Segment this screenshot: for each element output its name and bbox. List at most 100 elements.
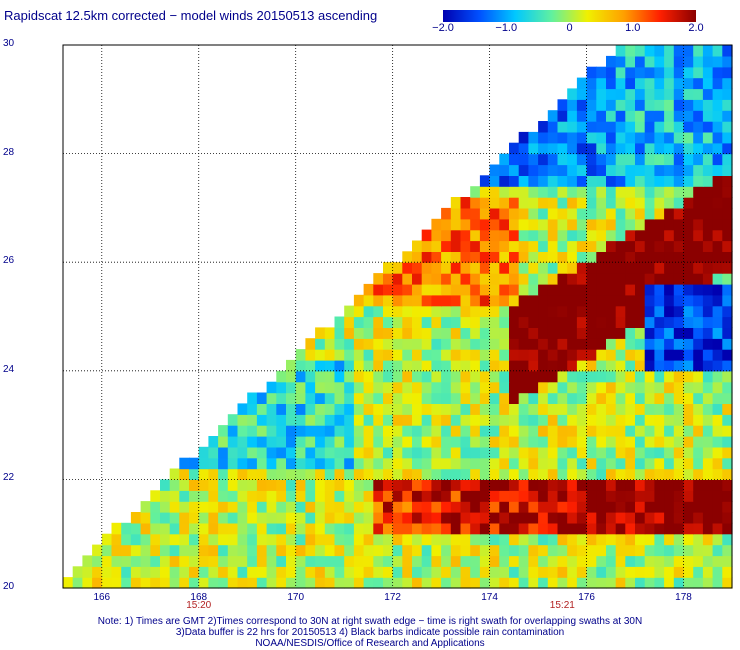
heatmap-cell bbox=[518, 512, 529, 524]
heatmap-cell bbox=[722, 501, 733, 513]
heatmap-cell bbox=[547, 197, 559, 209]
heatmap-cell bbox=[664, 45, 675, 57]
heatmap-cell bbox=[664, 110, 675, 122]
heatmap-cell bbox=[315, 566, 326, 578]
heatmap-cell bbox=[635, 262, 646, 274]
heatmap-cell bbox=[237, 577, 248, 589]
heatmap-cell bbox=[654, 446, 665, 459]
heatmap-cell bbox=[479, 436, 491, 448]
heatmap-cell bbox=[625, 327, 636, 339]
heatmap-cell bbox=[586, 251, 597, 263]
heatmap-cell bbox=[693, 77, 704, 90]
heatmap-cell bbox=[353, 468, 365, 480]
heatmap-cell bbox=[615, 359, 626, 372]
heatmap-cell bbox=[722, 544, 733, 557]
heatmap-cell bbox=[712, 175, 723, 187]
heatmap-cell bbox=[266, 381, 277, 394]
heatmap-cell bbox=[344, 446, 355, 459]
heatmap-cell bbox=[247, 533, 258, 546]
heatmap-cell bbox=[353, 316, 365, 328]
heatmap-cell bbox=[470, 273, 481, 285]
heatmap-cell bbox=[683, 381, 694, 394]
heatmap-cell bbox=[402, 425, 413, 437]
heatmap-cell bbox=[538, 512, 549, 524]
heatmap-cell bbox=[576, 512, 588, 524]
x-tick-label: 172 bbox=[384, 592, 401, 603]
heatmap-cell bbox=[586, 577, 597, 589]
heatmap-cell bbox=[596, 414, 607, 426]
heatmap-cell bbox=[218, 436, 229, 448]
heatmap-cell bbox=[664, 512, 675, 524]
heatmap-cell bbox=[509, 392, 520, 404]
heatmap-cell bbox=[383, 457, 394, 470]
heatmap-cell bbox=[470, 479, 481, 491]
heatmap-cell bbox=[402, 262, 413, 274]
heatmap-cell bbox=[606, 99, 617, 111]
heatmap-cell bbox=[702, 566, 714, 578]
heatmap-cell bbox=[644, 273, 655, 285]
heatmap-cell bbox=[625, 283, 636, 296]
heatmap-cell bbox=[712, 197, 723, 209]
heatmap-cell bbox=[683, 414, 694, 426]
heatmap-cell bbox=[567, 577, 578, 589]
heatmap-cell bbox=[460, 566, 471, 578]
heatmap-cell bbox=[383, 566, 394, 578]
heatmap-cell bbox=[353, 512, 365, 524]
heatmap-cell bbox=[673, 522, 685, 535]
heatmap-cell bbox=[693, 273, 704, 285]
heatmap-cell bbox=[712, 414, 723, 426]
heatmap-cell bbox=[256, 392, 268, 404]
heatmap-cell bbox=[528, 359, 539, 372]
heatmap-cell bbox=[722, 207, 733, 220]
heatmap-cell bbox=[625, 522, 636, 535]
heatmap-cell bbox=[237, 512, 248, 524]
heatmap-cell bbox=[644, 251, 655, 263]
heatmap-cell bbox=[576, 229, 588, 242]
heatmap-cell bbox=[189, 490, 200, 502]
heatmap-cell bbox=[693, 153, 704, 166]
heatmap-cell bbox=[712, 164, 723, 176]
heatmap-cell bbox=[208, 468, 219, 480]
heatmap-cell bbox=[702, 316, 714, 328]
heatmap-cell bbox=[538, 229, 549, 242]
heatmap-cell bbox=[470, 359, 481, 372]
heatmap-cell bbox=[441, 359, 452, 372]
heatmap-cell bbox=[596, 131, 607, 144]
heatmap-cell bbox=[499, 446, 510, 459]
heatmap-cell bbox=[702, 229, 714, 242]
heatmap-cell bbox=[702, 305, 714, 318]
heatmap-cell bbox=[712, 522, 723, 535]
heatmap-cell bbox=[644, 381, 655, 394]
heatmap-cell bbox=[479, 359, 491, 372]
heatmap-cell bbox=[693, 555, 704, 567]
heatmap-cell bbox=[722, 457, 733, 470]
heatmap-cell bbox=[538, 370, 549, 383]
heatmap-cell bbox=[392, 316, 403, 328]
heatmap-cell bbox=[286, 446, 297, 459]
heatmap-cell bbox=[130, 555, 142, 567]
heatmap-cell bbox=[567, 457, 578, 470]
heatmap-cell bbox=[538, 414, 549, 426]
heatmap-cell bbox=[363, 512, 374, 524]
heatmap-cell bbox=[528, 555, 539, 567]
heatmap-cell bbox=[576, 316, 588, 328]
heatmap-cell bbox=[547, 121, 559, 133]
heatmap-cell bbox=[654, 436, 665, 448]
heatmap-cell bbox=[654, 370, 665, 383]
heatmap-cell bbox=[489, 414, 500, 426]
heatmap-cell bbox=[586, 164, 597, 176]
heatmap-cell bbox=[567, 197, 578, 209]
heatmap-cell bbox=[344, 577, 355, 589]
heatmap-cell bbox=[509, 273, 520, 285]
heatmap-cell bbox=[509, 446, 520, 459]
heatmap-cell bbox=[625, 566, 636, 578]
heatmap-cell bbox=[654, 45, 665, 57]
heatmap-cell bbox=[421, 316, 432, 328]
heatmap-cell bbox=[353, 414, 365, 426]
heatmap-cell bbox=[450, 273, 462, 285]
heatmap-cell bbox=[237, 403, 248, 415]
heatmap-cell bbox=[111, 544, 122, 557]
heatmap-cell bbox=[567, 566, 578, 578]
heatmap-cell bbox=[421, 294, 432, 307]
heatmap-cell bbox=[644, 175, 655, 187]
